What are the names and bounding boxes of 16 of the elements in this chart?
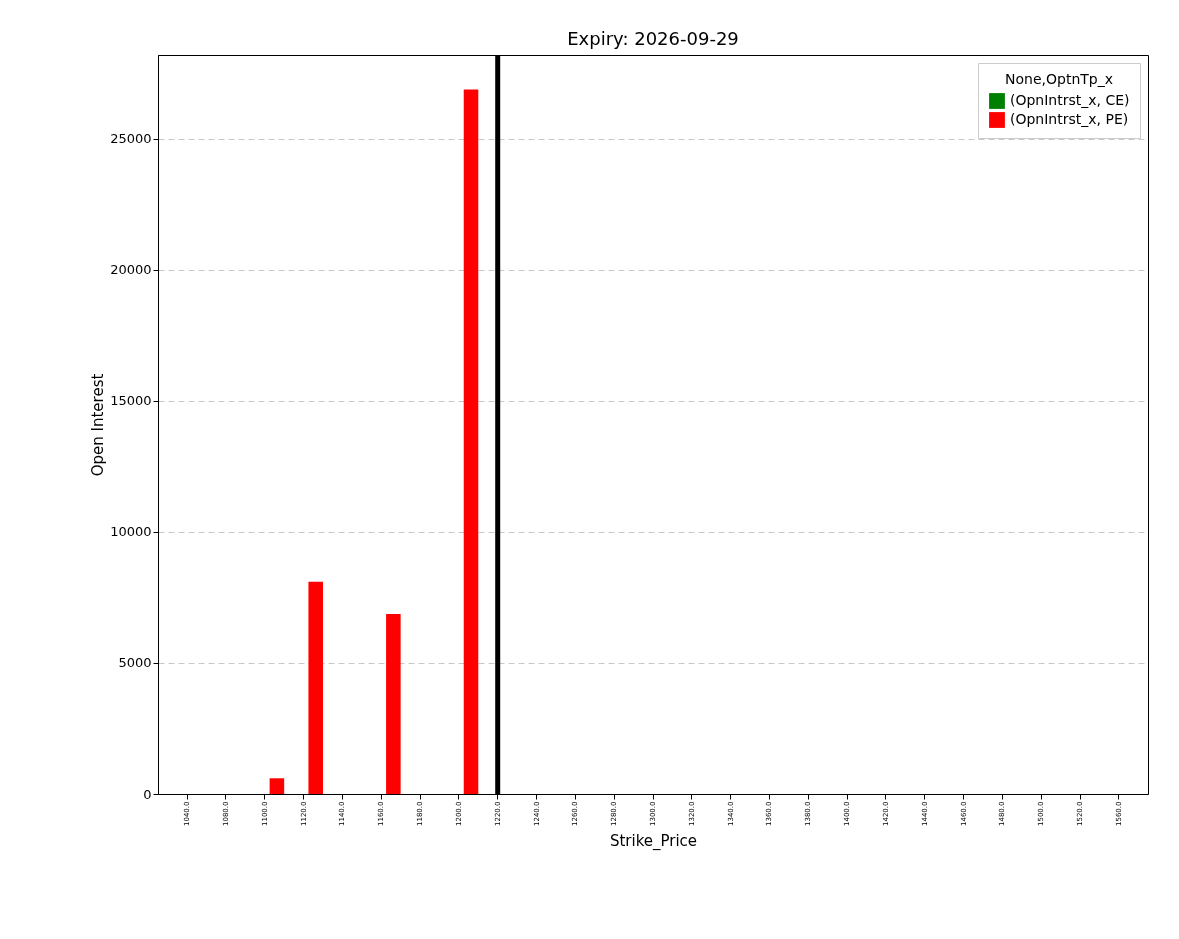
- y-tick-label: 0: [143, 786, 152, 802]
- bar: [308, 581, 323, 794]
- y-tick-label: 25000: [110, 131, 152, 147]
- chart-title: Expiry: 2026-09-29: [567, 27, 739, 49]
- legend-label: (OpnIntrst_x, CE): [1010, 92, 1130, 108]
- y-tick-label: 10000: [110, 524, 152, 540]
- legend-title: None,OptnTp_x: [1005, 71, 1113, 87]
- y-tick-label: 20000: [110, 262, 152, 278]
- legend-label: (OpnIntrst_x, PE): [1010, 111, 1129, 127]
- y-tick-label: 5000: [118, 655, 152, 671]
- y-tick-label: 15000: [110, 393, 152, 409]
- y-axis-title: Open Interest: [89, 373, 108, 477]
- x-axis-title: Strike_Price: [609, 831, 698, 851]
- bar: [269, 778, 285, 794]
- bar: [463, 89, 479, 794]
- bar: [386, 613, 401, 794]
